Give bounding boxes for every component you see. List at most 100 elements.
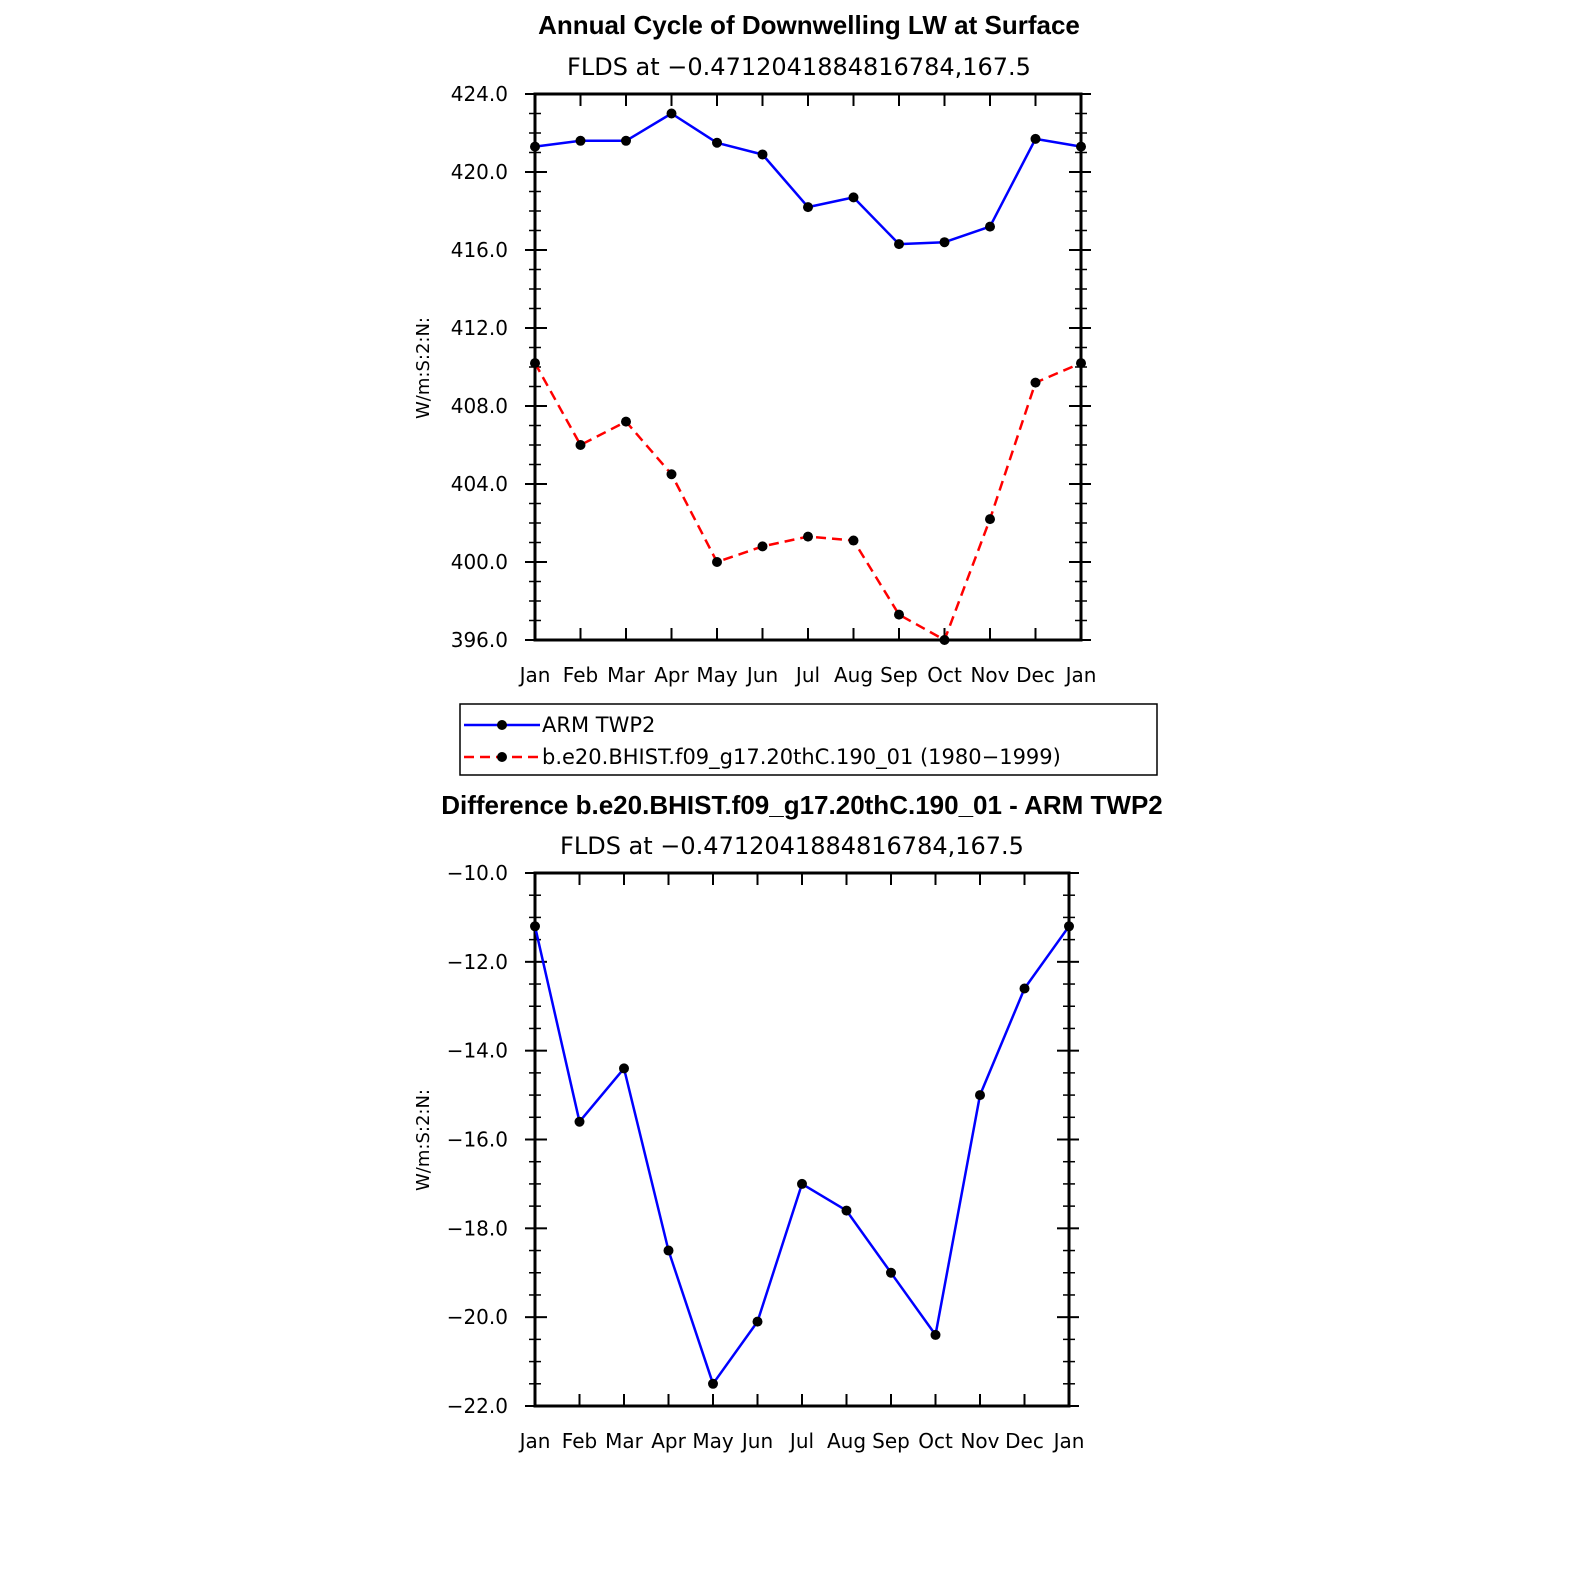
x-tick-label: Mar bbox=[605, 1429, 644, 1453]
data-point-top-1 bbox=[530, 358, 540, 369]
data-point-top-1 bbox=[712, 557, 722, 567]
y-tick-label: 400.0 bbox=[451, 550, 508, 574]
data-point-top-1 bbox=[848, 535, 859, 546]
data-point-bottom-0 bbox=[1064, 921, 1074, 932]
legend-label-arm: ARM TWP2 bbox=[542, 713, 655, 737]
y-tick-label: −22.0 bbox=[447, 1394, 508, 1418]
x-tick-label: Jan bbox=[518, 663, 551, 687]
x-tick-label: Aug bbox=[827, 1429, 866, 1453]
data-point-top-1 bbox=[894, 609, 904, 620]
data-point-top-1 bbox=[803, 531, 813, 542]
data-point-top-1 bbox=[757, 541, 768, 552]
plot-frame-top bbox=[533, 92, 1083, 642]
data-point-bottom-0 bbox=[841, 1205, 852, 1216]
data-point-top-1 bbox=[621, 416, 631, 427]
y-tick-label: 412.0 bbox=[451, 316, 508, 340]
data-point-bottom-0 bbox=[752, 1316, 763, 1327]
x-tick-label: Aug bbox=[834, 663, 873, 687]
data-point-top-1 bbox=[985, 514, 995, 525]
data-point-top-0 bbox=[848, 192, 859, 203]
chart-title-difference: Difference b.e20.BHIST.f09_g17.20thC.190… bbox=[441, 790, 1163, 820]
legend: ARM TWP2 b.e20.BHIST.f09_g17.20thC.190_0… bbox=[459, 703, 1158, 776]
x-tick-label: May bbox=[692, 1429, 734, 1453]
data-point-top-0 bbox=[939, 237, 950, 248]
chart-title-annual-cycle: Annual Cycle of Downwelling LW at Surfac… bbox=[538, 10, 1080, 40]
data-point-top-1 bbox=[575, 440, 586, 450]
legend-box bbox=[459, 703, 1158, 776]
x-tick-label: Jun bbox=[740, 1429, 773, 1453]
y-tick-label: 404.0 bbox=[451, 472, 508, 496]
y-axis-label-bottom: W/m:S:2:N: bbox=[413, 1089, 434, 1191]
data-point-top-0 bbox=[985, 221, 995, 232]
data-point-top-0 bbox=[575, 135, 586, 146]
x-tick-label: Nov bbox=[960, 1429, 999, 1453]
series-line-bottom-0 bbox=[533, 925, 1071, 1386]
data-point-top-1 bbox=[1030, 377, 1041, 388]
x-tick-label: Dec bbox=[1016, 663, 1055, 687]
data-point-top-0 bbox=[621, 135, 631, 146]
x-tick-label: Nov bbox=[970, 663, 1009, 687]
y-tick-label: −14.0 bbox=[447, 1039, 508, 1063]
x-tick-label: Oct bbox=[918, 1429, 953, 1453]
data-point-top-0 bbox=[894, 239, 904, 250]
series-line-top-1 bbox=[533, 361, 1082, 642]
data-point-bottom-0 bbox=[1019, 983, 1030, 994]
x-tick-label: Apr bbox=[654, 663, 689, 687]
x-tick-label: Jan bbox=[1064, 663, 1097, 687]
x-tick-label: Feb bbox=[563, 663, 598, 687]
plot-area-top: Jan Feb Mar Apr May Jun Jul Aug Sep Oct Nov Dec Jan 3… bbox=[451, 82, 1097, 687]
x-tick-label: Sep bbox=[880, 663, 918, 687]
data-point-top-1 bbox=[1076, 358, 1086, 369]
x-tick-label: Jul bbox=[788, 1429, 814, 1453]
x-tick-label: Oct bbox=[927, 663, 962, 687]
x-tick-label: Sep bbox=[872, 1429, 910, 1453]
data-point-top-0 bbox=[712, 137, 722, 148]
data-point-top-0 bbox=[666, 108, 677, 119]
chart-subtitle-bottom: FLDS at −0.4712041884816784,167.5 bbox=[560, 832, 1024, 860]
data-point-bottom-0 bbox=[619, 1063, 629, 1074]
x-tick-label: Mar bbox=[607, 663, 646, 687]
y-tick-label: 396.0 bbox=[451, 628, 508, 652]
chart-subtitle-top: FLDS at −0.4712041884816784,167.5 bbox=[567, 53, 1031, 81]
y-tick-label: −10.0 bbox=[447, 861, 508, 885]
plot-area-bottom: Jan Feb Mar Apr May Jun Jul Aug Sep Oct Nov Dec Jan−… bbox=[447, 861, 1085, 1453]
data-point-bottom-0 bbox=[530, 921, 540, 932]
x-tick-label: Jan bbox=[1052, 1429, 1085, 1453]
y-tick-label: 424.0 bbox=[451, 82, 508, 106]
data-point-bottom-0 bbox=[574, 1116, 585, 1127]
x-tick-label: Jun bbox=[745, 663, 778, 687]
x-tick-label: Apr bbox=[651, 1429, 686, 1453]
data-point-top-0 bbox=[757, 149, 768, 160]
plot-frame-bottom bbox=[533, 871, 1071, 1408]
x-tick-label: May bbox=[696, 663, 738, 687]
legend-label-model: b.e20.BHIST.f09_g17.20thC.190_01 (1980−1… bbox=[542, 745, 1061, 770]
series-line-top-0 bbox=[534, 112, 1082, 246]
data-point-bottom-0 bbox=[930, 1329, 941, 1340]
y-tick-label: −18.0 bbox=[447, 1216, 508, 1240]
data-point-bottom-0 bbox=[797, 1178, 807, 1189]
x-tick-label: Jan bbox=[518, 1429, 551, 1453]
legend-marker-arm bbox=[497, 720, 507, 730]
data-point-bottom-0 bbox=[886, 1267, 896, 1278]
data-point-top-0 bbox=[1076, 141, 1086, 152]
y-tick-label: 408.0 bbox=[451, 394, 508, 418]
data-point-bottom-0 bbox=[708, 1378, 718, 1389]
data-point-top-0 bbox=[1030, 133, 1041, 144]
data-point-top-0 bbox=[530, 141, 540, 152]
data-point-top-0 bbox=[803, 202, 813, 213]
y-tick-label: −20.0 bbox=[447, 1305, 508, 1329]
x-tick-label: Feb bbox=[562, 1429, 597, 1453]
y-tick-label: 416.0 bbox=[451, 238, 508, 262]
x-tick-label: Dec bbox=[1005, 1429, 1044, 1453]
data-point-bottom-0 bbox=[975, 1090, 985, 1101]
y-tick-label: −16.0 bbox=[447, 1128, 508, 1152]
x-tick-label: Jul bbox=[794, 663, 820, 687]
legend-marker-model bbox=[497, 752, 507, 762]
data-point-bottom-0 bbox=[663, 1245, 674, 1256]
y-tick-label: 420.0 bbox=[451, 160, 508, 184]
y-tick-label: −12.0 bbox=[447, 950, 508, 974]
data-point-top-1 bbox=[666, 469, 677, 480]
data-point-top-1 bbox=[939, 635, 950, 645]
y-axis-label-top: W/m:S:2:N: bbox=[413, 317, 434, 419]
